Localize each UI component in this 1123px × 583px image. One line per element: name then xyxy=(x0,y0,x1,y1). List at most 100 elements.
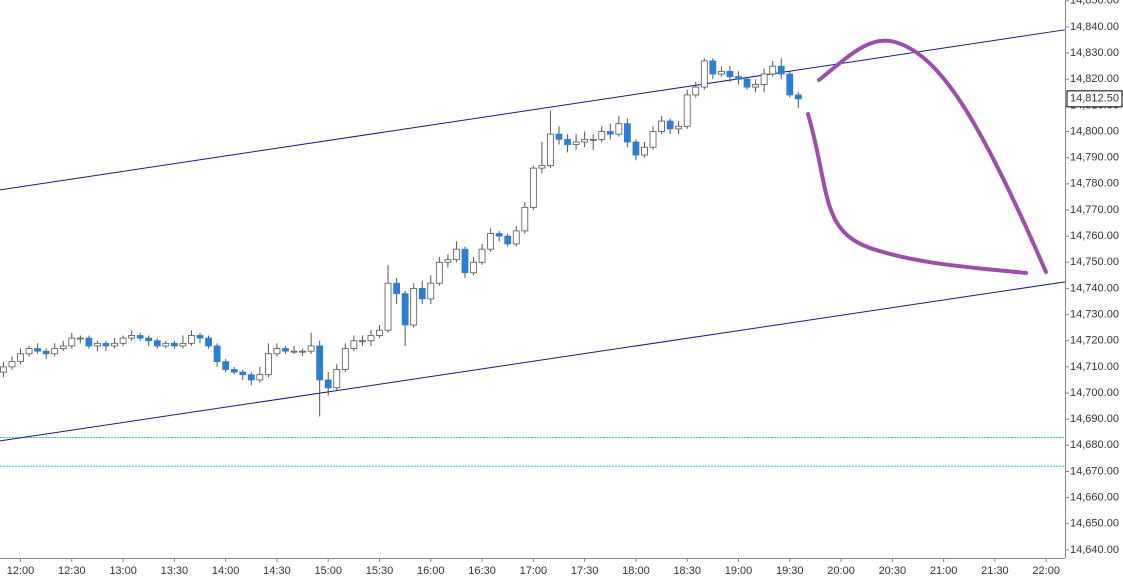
y-tick-label: 14,670.00 xyxy=(1070,465,1119,477)
candle-body xyxy=(376,329,383,336)
x-tick-label: 17:00 xyxy=(520,565,548,577)
candle-body xyxy=(487,233,495,250)
candle-body xyxy=(273,348,281,355)
candle-body xyxy=(418,288,426,300)
candle-body xyxy=(726,70,734,78)
y-tick-label: 14,740.00 xyxy=(1070,282,1119,294)
candle-body xyxy=(504,235,512,245)
x-tick-label: 20:00 xyxy=(827,565,855,577)
candle-body xyxy=(68,337,76,347)
candle-body xyxy=(717,70,725,75)
candle-body xyxy=(393,282,400,295)
candle-body xyxy=(51,348,59,355)
candle-body xyxy=(743,78,751,88)
plot-area xyxy=(0,29,1066,467)
candle-body xyxy=(170,342,178,347)
candle-body xyxy=(145,337,153,342)
candle-body xyxy=(435,261,443,284)
y-tick-label: 14,680.00 xyxy=(1070,439,1119,451)
y-tick-label: 14,700.00 xyxy=(1070,387,1119,399)
candle-body xyxy=(752,84,759,88)
candle-body xyxy=(333,369,341,389)
y-tick-label: 14,840.00 xyxy=(1070,21,1119,33)
candle-body xyxy=(453,248,460,261)
candle-body xyxy=(128,335,136,339)
y-tick-label: 14,850.00 xyxy=(1070,0,1119,7)
candle-body xyxy=(529,167,537,208)
y-tick-label: 14,660.00 xyxy=(1070,492,1119,504)
candle-body xyxy=(239,371,247,376)
candle-body xyxy=(222,361,230,370)
x-tick-label: 18:30 xyxy=(673,565,701,577)
candle-body xyxy=(589,138,597,141)
candle-body xyxy=(760,73,768,85)
candle-body xyxy=(256,374,264,381)
candle-body xyxy=(102,342,110,347)
x-tick-label: 15:30 xyxy=(366,565,394,577)
candle-body xyxy=(8,361,16,368)
candle-body xyxy=(547,133,554,166)
candle-body xyxy=(427,282,435,300)
candle-body xyxy=(119,337,127,344)
candle-body xyxy=(521,206,529,232)
candle-body xyxy=(34,348,42,352)
x-tick-label: 19:00 xyxy=(725,565,753,577)
candle-body xyxy=(794,94,802,100)
candle-body xyxy=(136,335,144,339)
candle-body xyxy=(623,123,631,143)
candle-body xyxy=(42,350,50,355)
x-tick-label: 21:00 xyxy=(930,565,958,577)
x-tick-label: 13:00 xyxy=(109,565,137,577)
x-tick-label: 21:30 xyxy=(981,565,1009,577)
candle-body xyxy=(675,125,683,130)
candle-body xyxy=(230,369,238,373)
candle-body xyxy=(205,337,212,347)
candle-body xyxy=(555,133,563,140)
candle-body xyxy=(598,131,606,140)
x-tick-label: 16:00 xyxy=(417,565,445,577)
x-tick-label: 15:00 xyxy=(314,565,342,577)
x-tick-label: 14:30 xyxy=(263,565,291,577)
candle-body xyxy=(692,86,700,96)
y-tick-label: 14,830.00 xyxy=(1070,47,1119,59)
candle-body xyxy=(196,335,204,339)
candle-body xyxy=(478,248,486,263)
candle-body xyxy=(324,379,332,389)
y-tick-label: 14,770.00 xyxy=(1070,204,1119,216)
candle-body xyxy=(17,353,24,363)
candle-body xyxy=(188,335,195,344)
candle-body xyxy=(641,146,648,156)
candle-body xyxy=(85,337,93,347)
y-tick-label: 14,640.00 xyxy=(1070,544,1119,556)
candle-body xyxy=(290,350,298,353)
candle-body xyxy=(769,65,777,75)
candle-body xyxy=(572,141,580,145)
candle-body xyxy=(683,94,691,127)
candle-body xyxy=(401,293,409,326)
candle-body xyxy=(25,348,33,355)
candle-body xyxy=(316,345,324,381)
trend-line xyxy=(0,281,1066,442)
x-tick-label: 12:30 xyxy=(58,565,86,577)
candle-body xyxy=(470,261,477,274)
forecast-curve-up xyxy=(817,38,1048,274)
candle-body xyxy=(615,123,623,135)
candle-body xyxy=(512,230,520,245)
last-price-box xyxy=(1066,90,1123,108)
y-tick-label: 14,800.00 xyxy=(1070,125,1119,137)
candle-body xyxy=(649,131,657,148)
x-tick-label: 16:30 xyxy=(468,565,496,577)
candle-body xyxy=(111,342,118,347)
candle-body xyxy=(307,345,315,352)
candle-body xyxy=(213,345,221,363)
x-tick-label: 18:00 xyxy=(622,565,650,577)
y-tick-label: 14,820.00 xyxy=(1070,73,1119,85)
candle-body xyxy=(0,366,7,373)
y-tick-label: 14,710.00 xyxy=(1070,361,1119,373)
candle-body xyxy=(777,65,785,75)
candle-body xyxy=(299,350,306,353)
candle-body xyxy=(564,138,571,145)
candle-body xyxy=(247,374,255,381)
y-tick-label: 14,720.00 xyxy=(1070,335,1119,347)
